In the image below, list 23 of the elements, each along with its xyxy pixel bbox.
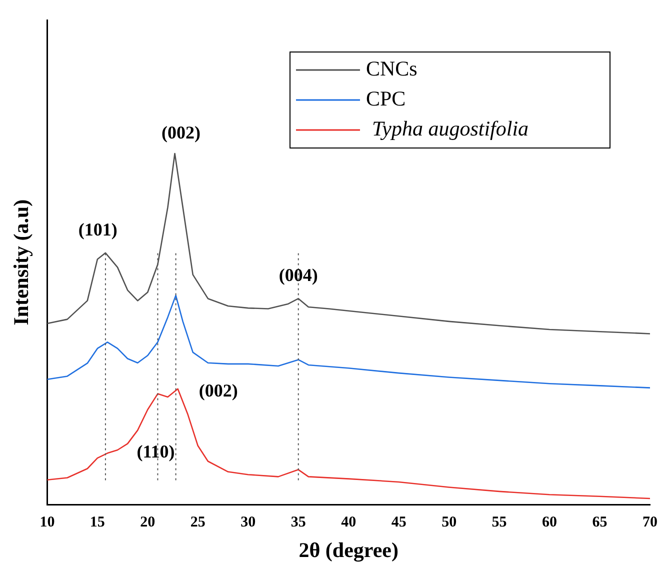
y-axis-title: Intensity (a.u) [9,199,34,326]
annotation: (004) [278,265,318,286]
x-tick-label: 20 [140,514,156,531]
text: (002) [162,122,201,143]
annotation: (110) [136,442,175,462]
x-tick-label: 15 [90,514,105,531]
x-tick-label: 30 [240,514,256,531]
x-tick-label: 55 [492,514,507,531]
legend-label: CPC [366,86,406,111]
x-tick-label: 35 [290,514,306,531]
x-tick-label: 10 [40,514,55,531]
annotation: (002) [198,380,238,400]
legend-label: CNCs [366,56,418,81]
x-tick-label: 50 [442,514,457,531]
annotation: (101) [78,220,118,240]
x-tick-label: 40 [341,514,356,531]
x-axis-title: 2θ (degree) [298,538,398,562]
x-tick-label: 45 [391,514,406,531]
legend-label: Typha augostifolia [372,116,529,141]
x-tick-label: 25 [190,514,206,531]
x-tick-label: 60 [542,514,558,531]
x-tick-label: 70 [642,514,658,531]
x-tick-label: 65 [592,514,608,531]
